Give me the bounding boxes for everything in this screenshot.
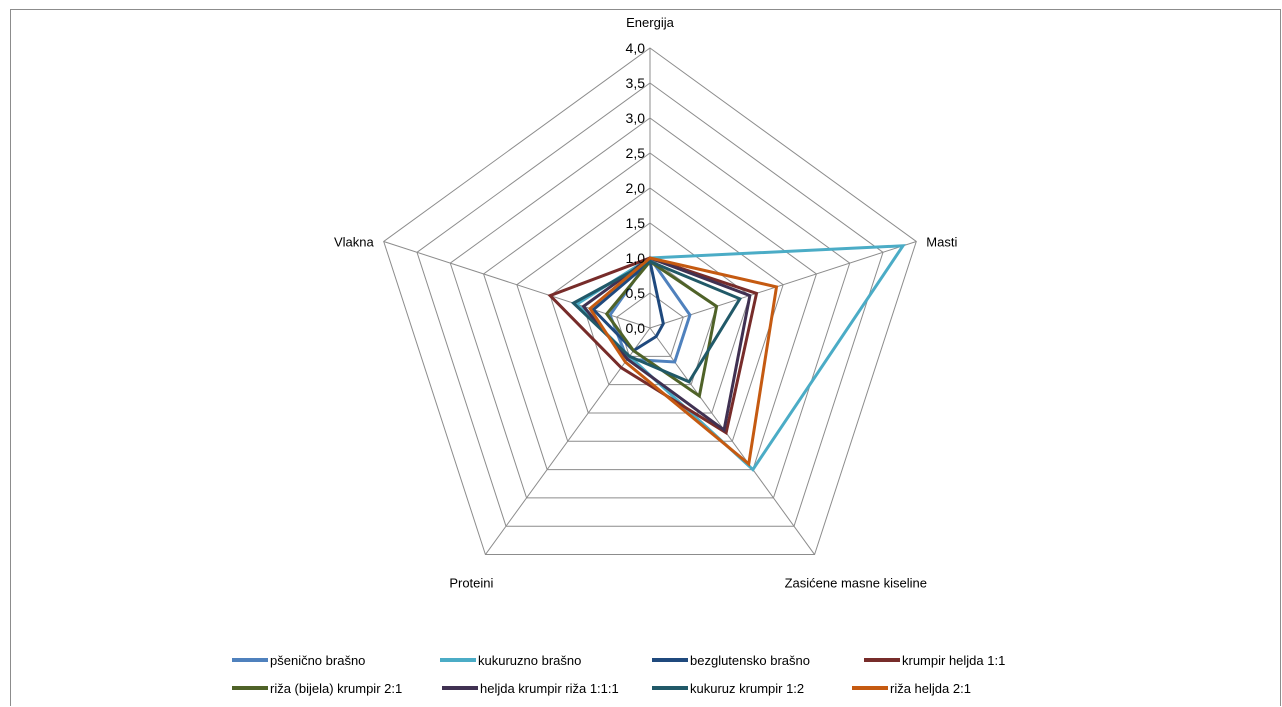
tick-label: 2,0: [626, 180, 646, 196]
series-line-4: [547, 256, 759, 436]
legend-entry: riža heljda 2:1: [852, 677, 1040, 699]
series-layer: [547, 244, 906, 472]
tick-label: 1,0: [626, 250, 646, 266]
axis-spoke: [485, 327, 651, 555]
legend-label: kukuruz krumpir 1:2: [690, 680, 805, 696]
legend-swatch: [652, 658, 688, 662]
legend-entry: krumpir heljda 1:1: [864, 649, 1052, 671]
legend-entry: riža (bijela) krumpir 2:1: [232, 677, 442, 699]
legend-label: pšenično brašno: [270, 652, 366, 668]
axis-label: Zasićene masne kiseline: [785, 576, 927, 591]
grid-ring: [549, 222, 751, 414]
tick-label: 3,0: [626, 110, 646, 126]
legend-label: riža (bijela) krumpir 2:1: [270, 680, 403, 696]
series-line-2: [574, 244, 906, 472]
tick-label: 3,5: [626, 75, 646, 91]
legend-entry: kukuruz krumpir 1:2: [652, 677, 852, 699]
axis-label: Energija: [626, 15, 674, 30]
axis-label: Proteini: [449, 576, 493, 591]
tick-label: 1,5: [626, 215, 646, 231]
tick-layer: 0,0 0,5 1,0 1,5 2,0 2,5 3,0 3,5 4,0: [626, 40, 646, 336]
legend-row: pšenično brašno kukuruzno brašno bezgluten…: [232, 649, 1052, 677]
legend-row: riža (bijela) krumpir 2:1 heljda krumpir …: [232, 677, 1052, 705]
legend: pšenično brašno kukuruzno brašno bezgluten…: [232, 649, 1052, 705]
axis-label-layer: Energija Masti Zasićene masne kiseline Prot…: [334, 15, 958, 591]
tick-label: 2,5: [626, 145, 646, 161]
tick-label: 4,0: [626, 40, 646, 56]
axis-label: Vlakna: [334, 234, 375, 249]
radar-grid: [383, 47, 917, 556]
series-line-7: [570, 259, 743, 384]
series-line-1: [608, 255, 692, 364]
legend-swatch: [442, 686, 478, 690]
legend-label: krumpir heljda 1:1: [902, 652, 1006, 668]
series-line-6: [581, 256, 752, 433]
grid-ring: [449, 117, 851, 499]
series-line-3: [591, 258, 665, 353]
legend-entry: bezglutensko brašno: [652, 649, 864, 671]
series-line-8: [588, 256, 779, 467]
chart-frame: [10, 9, 1281, 706]
grid-ring: [516, 187, 784, 442]
grid-ring: [416, 82, 884, 527]
legend-entry: pšenično brašno: [232, 649, 440, 671]
axis-spoke: [649, 240, 917, 329]
legend-label: heljda krumpir riža 1:1:1: [480, 680, 619, 696]
legend-swatch: [232, 686, 268, 690]
axis-label: Masti: [926, 234, 957, 249]
tick-label: 0,5: [626, 285, 646, 301]
legend-label: kukuruzno brašno: [478, 652, 582, 668]
legend-label: bezglutensko brašno: [690, 652, 810, 668]
grid-ring: [616, 292, 684, 357]
grid-ring: [482, 152, 818, 471]
legend-swatch: [864, 658, 900, 662]
axis-spoke: [649, 327, 815, 555]
legend-swatch: [232, 658, 268, 662]
legend-entry: kukuruzno brašno: [440, 649, 652, 671]
tick-label: 0,0: [626, 320, 646, 336]
legend-swatch: [440, 658, 476, 662]
legend-label: riža heljda 2:1: [890, 680, 971, 696]
legend-swatch: [852, 686, 888, 690]
legend-entry: heljda krumpir riža 1:1:1: [442, 677, 652, 699]
grid-ring: [383, 47, 917, 556]
legend-swatch: [652, 686, 688, 690]
